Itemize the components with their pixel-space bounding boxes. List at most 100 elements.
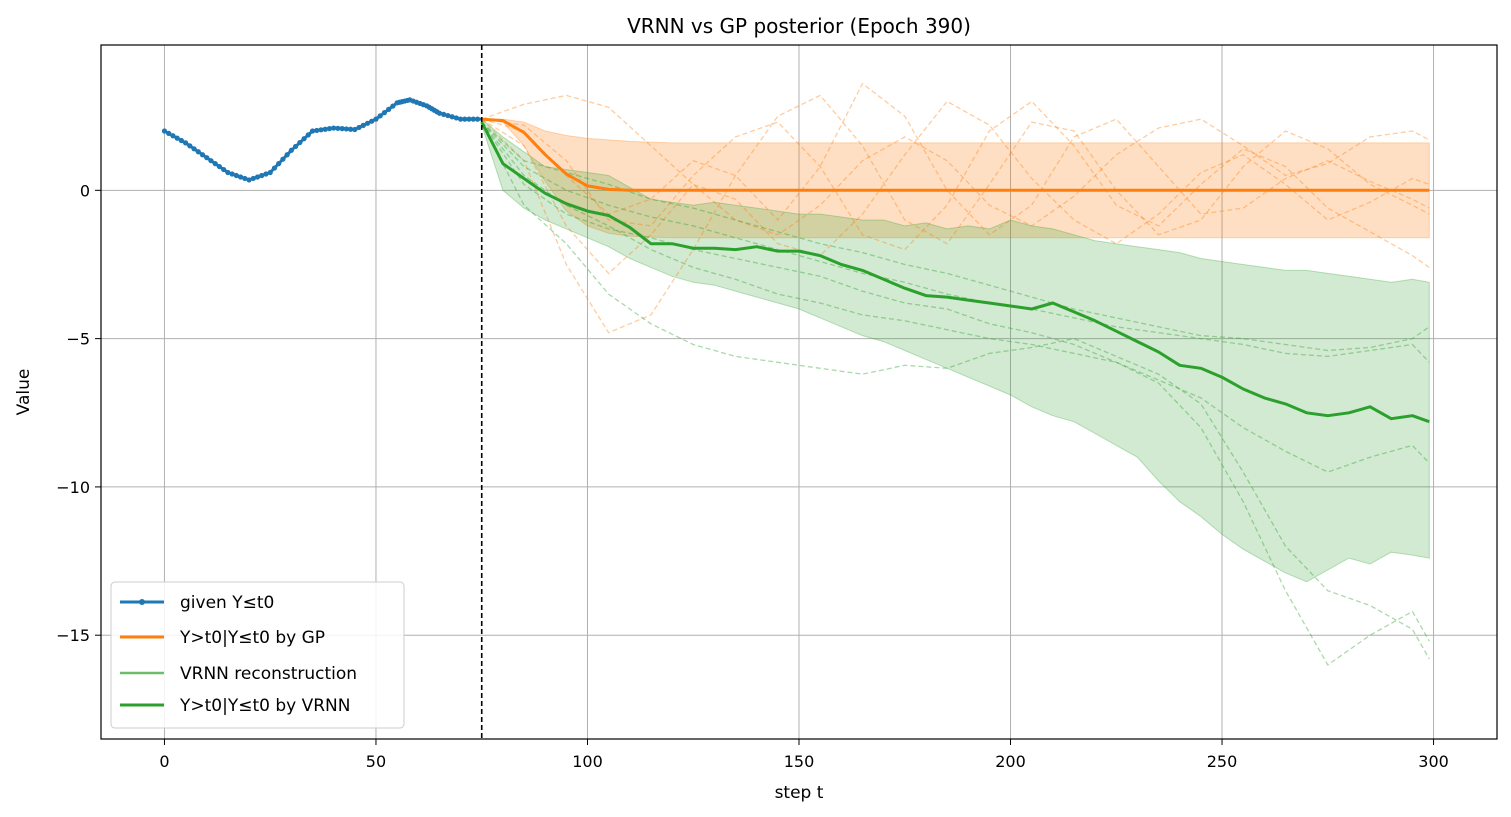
gp-sample-path: [481, 100, 1430, 275]
y-tick-label: −15: [56, 626, 90, 645]
given-point: [453, 115, 459, 121]
given-point: [212, 161, 218, 167]
gp-series-line: [481, 117, 1430, 192]
given-point: [369, 118, 375, 124]
y-tick-label: −5: [66, 330, 90, 349]
given-point: [326, 126, 333, 132]
given-point: [347, 126, 354, 132]
y-tick-label: −10: [56, 478, 90, 497]
vrnn-sample-path: [481, 121, 1430, 666]
given-point: [322, 126, 328, 132]
vrnn-confidence-band: [481, 118, 1430, 583]
vrnn-series-line: [480, 121, 1430, 424]
given-point: [466, 116, 472, 122]
given-point: [390, 103, 396, 109]
given-point: [373, 116, 379, 122]
given-point: [352, 126, 358, 133]
given-markers: [161, 97, 481, 183]
given-point: [305, 132, 311, 138]
given-point: [267, 169, 273, 176]
given-point: [259, 172, 265, 179]
given-point: [170, 133, 176, 139]
gp-sample-path: [481, 100, 1430, 268]
given-point: [178, 137, 184, 144]
given-point: [449, 114, 455, 120]
x-tick-label: 300: [1418, 752, 1449, 771]
given-point: [229, 171, 235, 177]
x-tick-label: 100: [572, 752, 603, 771]
vrnn-sample-path: [481, 121, 1430, 352]
x-tick-label: 150: [784, 752, 815, 771]
given-point: [462, 116, 468, 122]
legend-box: [110, 581, 405, 729]
y-tick-label: 0: [80, 181, 90, 200]
x-axis-label: step t: [775, 783, 824, 803]
given-point: [339, 126, 345, 132]
given-point: [470, 116, 476, 122]
given-point: [301, 136, 307, 142]
given-point: [445, 112, 451, 119]
given-point: [386, 106, 392, 112]
x-tick-label: 200: [995, 752, 1026, 771]
y-axis-label: Value: [14, 369, 34, 416]
given-point: [183, 140, 189, 146]
given-point: [195, 149, 201, 155]
given-point: [356, 124, 362, 131]
given-point: [314, 127, 320, 134]
given-point: [271, 165, 278, 171]
gp-sample-path: [481, 82, 1430, 236]
vrnn-sample-path: [481, 121, 1430, 473]
given-point: [309, 128, 316, 134]
given-point: [318, 127, 324, 133]
given-point: [221, 166, 227, 173]
given-point: [381, 110, 388, 116]
gp-sample-path: [481, 94, 1430, 334]
given-point: [199, 152, 206, 158]
given-point: [331, 125, 337, 131]
given-point: [166, 130, 172, 136]
given-point: [343, 126, 349, 132]
given-point: [225, 169, 231, 176]
gp-sample-path: [481, 94, 1430, 236]
given-point: [174, 135, 180, 141]
given-point: [250, 175, 256, 182]
given-point: [254, 174, 261, 180]
legend-marker-given: [139, 599, 145, 605]
given-point: [364, 120, 371, 126]
given-point: [233, 172, 239, 179]
given-point: [474, 116, 481, 122]
given-point: [335, 125, 341, 131]
x-tick-label: 250: [1207, 752, 1238, 771]
given-point: [238, 174, 244, 180]
given-point: [284, 152, 290, 158]
given-point: [297, 139, 303, 146]
given-point: [216, 163, 223, 170]
given-point: [191, 146, 197, 152]
legend: given Y≤t0 Y>t0|Y≤t0 by GP VRNN reconstruc…: [110, 581, 405, 729]
given-point: [161, 128, 168, 134]
given-point: [263, 171, 269, 177]
given-point: [360, 122, 366, 128]
given-point: [204, 155, 210, 161]
given-point: [280, 156, 286, 162]
sample-paths: [481, 82, 1430, 666]
legend-label-gp: Y>t0|Y≤t0 by GP: [179, 628, 325, 648]
given-point: [242, 175, 248, 182]
given-point: [377, 113, 383, 119]
given-point: [187, 143, 193, 149]
given-point: [457, 116, 464, 122]
given-point: [436, 110, 443, 116]
given-point: [208, 158, 214, 164]
given-point: [246, 177, 252, 183]
legend-label-vrnn_recon: VRNN reconstruction: [180, 664, 357, 684]
chart-title: VRNN vs GP posterior (Epoch 390): [627, 14, 971, 38]
legend-label-given: given Y≤t0: [180, 593, 274, 613]
given-point: [288, 147, 294, 153]
confidence-bands: [481, 118, 1430, 583]
given-point: [292, 143, 299, 150]
x-tick-label: 50: [366, 752, 386, 771]
given-point: [276, 161, 282, 167]
axis-ticks: 0 50 100 150 200 250 300 0 −5 −10 −15: [56, 181, 1449, 771]
vrnn-sample-path: [481, 121, 1430, 660]
